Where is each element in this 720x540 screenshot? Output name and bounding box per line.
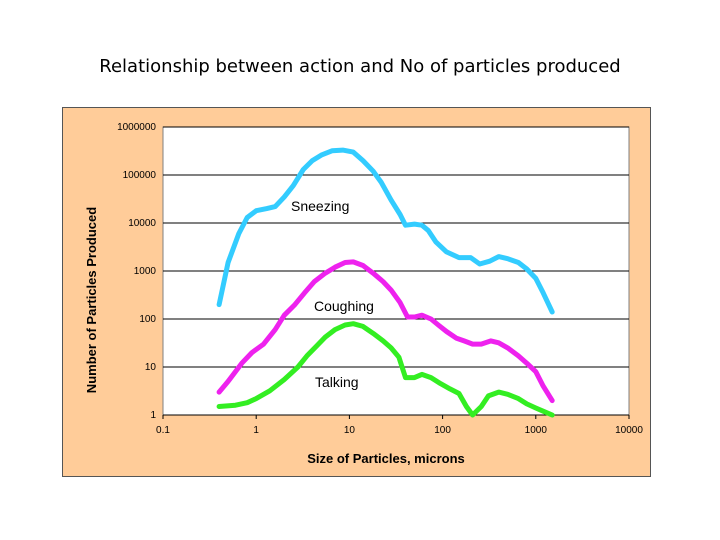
series-line-coughing (216, 259, 555, 404)
chart-frame: 1 10 100 1000 10000 100000 1000000 0.1 1 10 100 10… (62, 107, 651, 477)
y-tick-label: 1000 (134, 266, 157, 277)
y-tick-labels: 1 10 100 1000 10000 100000 1000000 (117, 122, 156, 421)
series-label-layer: Sneezing Coughing Talking (291, 198, 374, 390)
slide-title: Relationship between action and No of pa… (99, 56, 621, 77)
y-tick-label: 10000 (128, 218, 156, 229)
x-tick-label: 100 (434, 425, 451, 436)
series-label-coughing: Coughing (314, 298, 374, 314)
x-tick-label: 0.1 (156, 425, 170, 436)
y-tick-label: 1 (150, 410, 156, 421)
y-tick-label: 10 (145, 362, 157, 373)
x-tick-labels: 0.1 1 10 100 1000 10000 (156, 425, 643, 436)
y-axis-title: Number of Particles Produced (84, 207, 99, 393)
x-tick-label: 10 (344, 425, 356, 436)
x-tick-label: 1 (253, 425, 259, 436)
series-line-talking (216, 321, 555, 418)
y-tick-label: 100000 (123, 170, 157, 181)
series-label-talking: Talking (315, 374, 359, 390)
series-layer (216, 147, 555, 418)
x-tick-label: 1000 (525, 425, 548, 436)
x-tick-label: 10000 (615, 425, 643, 436)
x-axis-title: Size of Particles, microns (307, 451, 465, 466)
y-tick-label: 100 (139, 314, 156, 325)
series-label-sneezing: Sneezing (291, 198, 349, 214)
y-tick-label: 1000000 (117, 122, 156, 133)
series-line-sneezing (216, 147, 555, 315)
